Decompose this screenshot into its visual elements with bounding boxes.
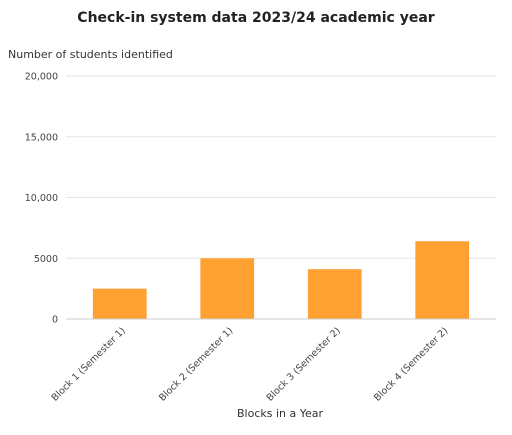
bar — [415, 241, 470, 319]
bar — [200, 258, 255, 319]
y-tick-label: 15,000 — [25, 132, 58, 143]
x-axis-label: Blocks in a Year — [237, 407, 324, 420]
x-tick-label: Block 1 (Semester 1) — [50, 325, 128, 403]
bar — [92, 288, 147, 319]
y-axis-label: Number of students identified — [8, 48, 173, 61]
gridlines — [66, 75, 496, 259]
y-axis-ticks: 0 5000 10,000 15,000 20,000 — [25, 72, 58, 326]
y-tick-label: 10,000 — [25, 193, 58, 204]
x-tick-label: Block 2 (Semester 1) — [157, 325, 235, 403]
x-axis-categories: Block 1 (Semester 1) Block 2 (Semester 1)… — [50, 325, 451, 403]
bar — [307, 269, 362, 319]
y-tick-label: 5000 — [34, 254, 58, 265]
x-tick-label: Block 3 (Semester 2) — [265, 325, 343, 403]
y-tick-label: 20,000 — [25, 72, 58, 83]
chart-title: Check-in system data 2023/24 academic ye… — [77, 10, 434, 26]
bars — [92, 241, 470, 319]
x-tick-label: Block 4 (Semester 2) — [372, 325, 450, 403]
y-tick-label: 0 — [52, 315, 58, 326]
